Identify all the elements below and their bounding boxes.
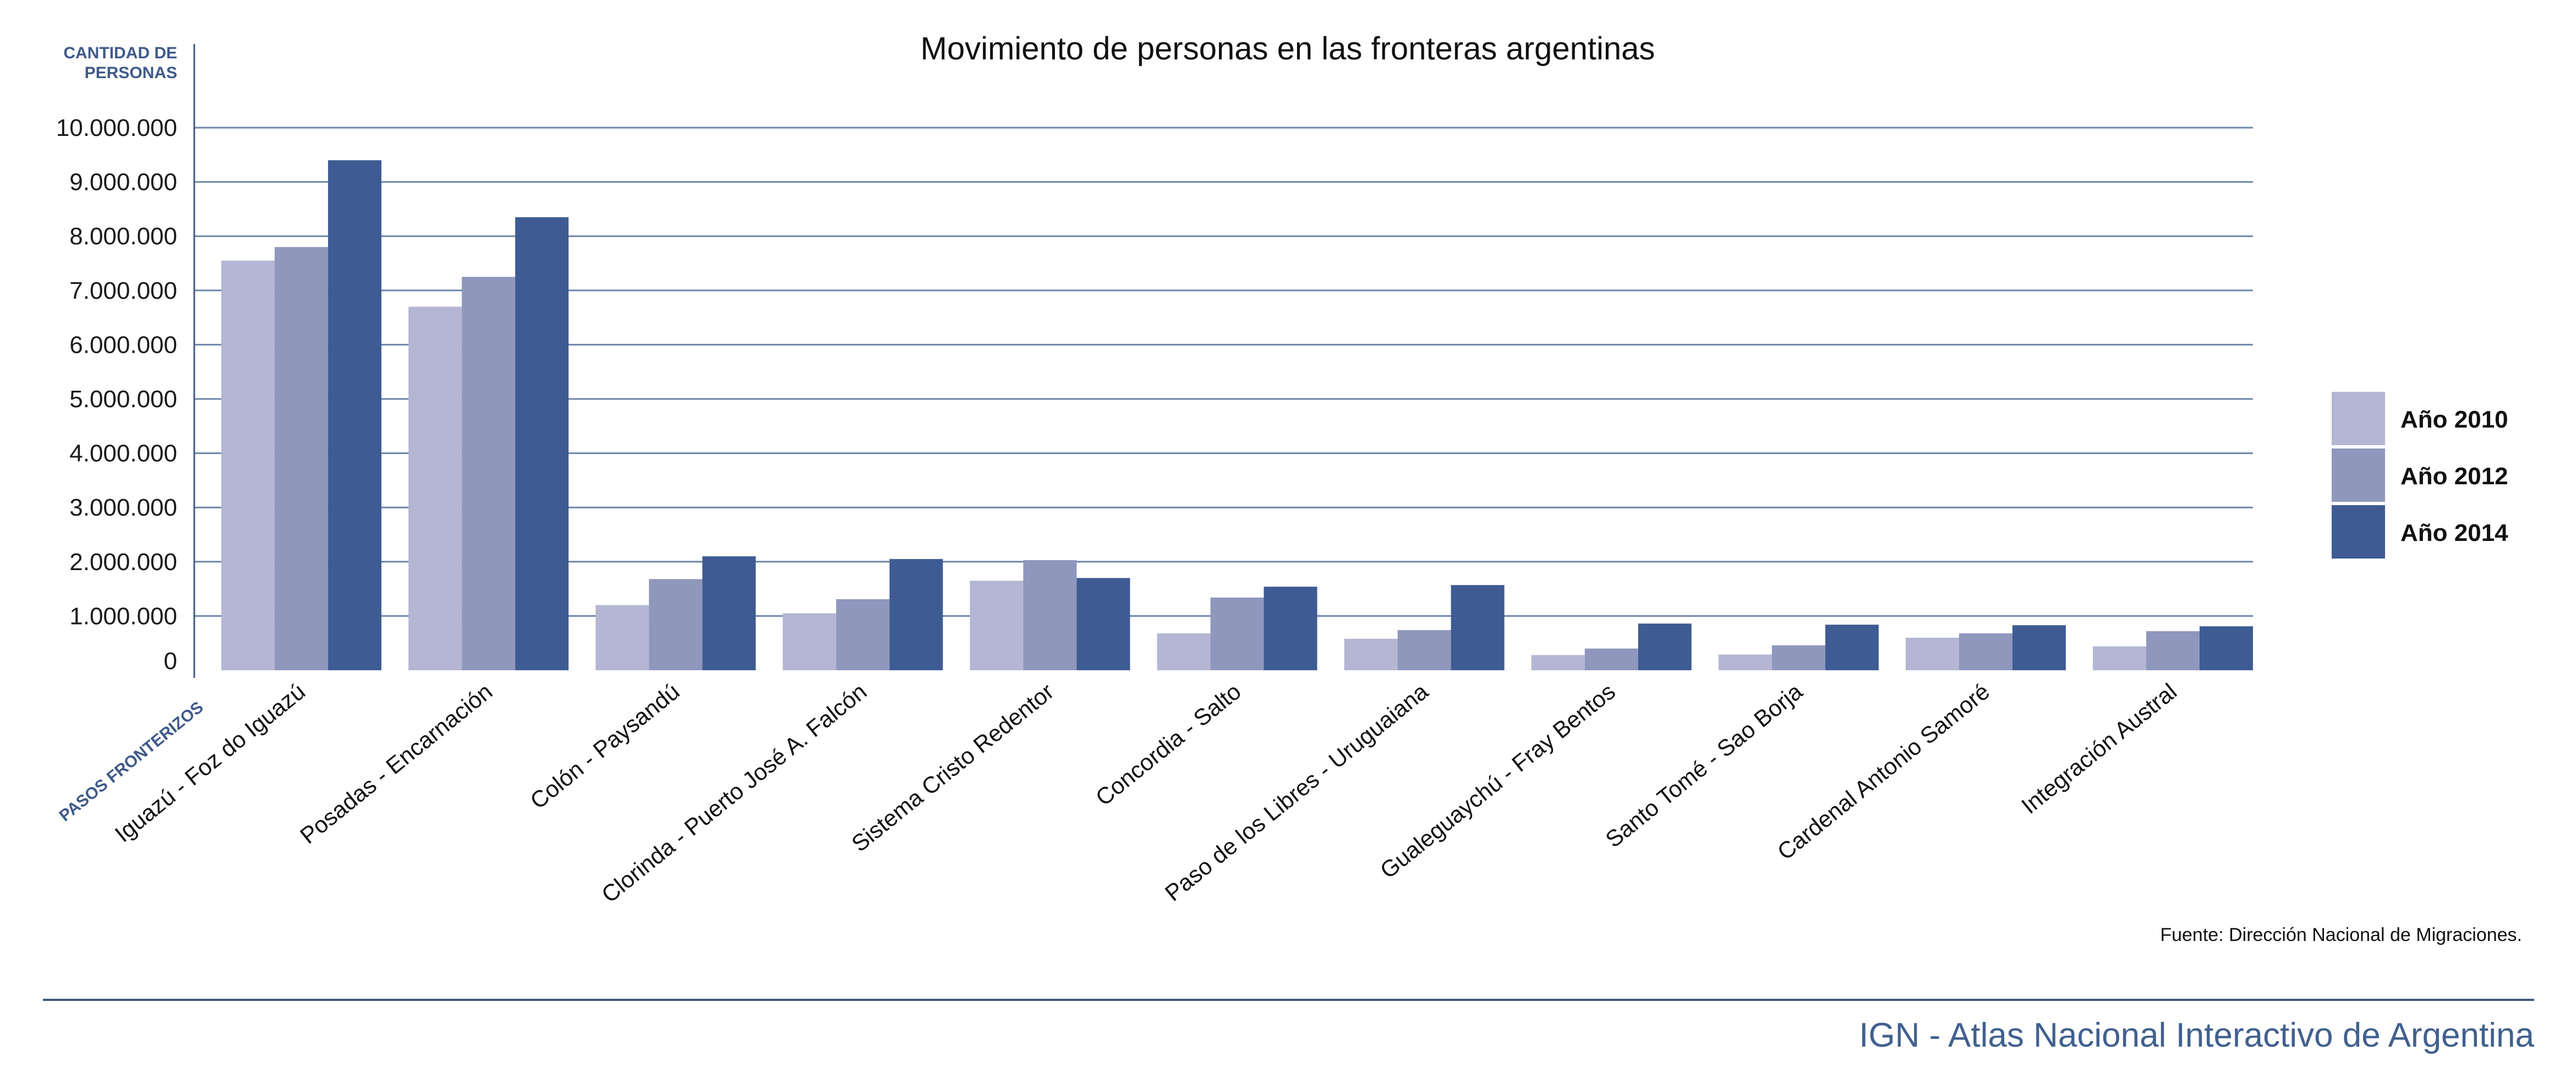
bar-2014 [1638, 623, 1692, 670]
bar-2014 [515, 217, 569, 670]
bars [221, 160, 2253, 670]
bar-2012 [2146, 631, 2200, 670]
bar-2012 [1210, 597, 1264, 670]
bar-2014 [889, 559, 943, 670]
y-tick-label: 10.000.000 [56, 114, 177, 141]
bar-2012 [836, 599, 890, 670]
y-tick-label: 7.000.000 [69, 277, 177, 304]
y-tick-label: 9.000.000 [69, 169, 177, 196]
x-tick-label: Santo Tomé - Sao Borja [1600, 678, 1807, 852]
y-tick-label: 1.000.000 [69, 603, 177, 630]
legend-label: Año 2010 [2400, 406, 2508, 433]
bar-2010 [221, 260, 275, 670]
bar-2010 [970, 581, 1024, 670]
y-axis-label-line-1: CANTIDAD DE [63, 44, 177, 62]
legend-swatch [2332, 392, 2385, 445]
x-tick-label: Sistema Cristo Redentor [846, 678, 1058, 856]
legend-swatch [2332, 448, 2385, 502]
bar-2014 [1076, 578, 1130, 670]
y-tick-label: 2.000.000 [69, 549, 177, 576]
bar-2010 [783, 613, 836, 670]
legend-label: Año 2012 [2400, 463, 2508, 490]
x-tick-label: Cardenal Antonio Samoré [1773, 678, 1994, 864]
bar-2014 [2200, 626, 2253, 670]
bar-2014 [702, 556, 756, 670]
bar-2012 [1023, 560, 1077, 670]
x-tick-label: Colón - Paysandú [525, 678, 684, 814]
bar-2014 [1825, 625, 1879, 670]
bar-2014 [2012, 625, 2066, 670]
y-tick-label: 8.000.000 [69, 223, 177, 250]
chart-title: Movimiento de personas en las fronteras … [921, 31, 1655, 67]
bar-2012 [1397, 630, 1451, 670]
y-axis-label-line-2: PERSONAS [85, 64, 177, 82]
bar-2012 [1771, 645, 1825, 670]
bar-2010 [595, 605, 649, 670]
x-tick-label: Posadas - Encarnación [295, 678, 497, 849]
bar-2010 [1344, 638, 1398, 670]
legend-label: Año 2014 [2400, 519, 2508, 546]
legend: Año 2010 Año 2012 Año 2014 [2332, 392, 2508, 559]
source-note: Fuente: Dirección Nacional de Migracione… [2160, 924, 2522, 945]
bar-2010 [1718, 654, 1772, 670]
bar-2010 [1531, 655, 1585, 670]
bar-2014 [1264, 587, 1317, 670]
y-tick-label: 0 [164, 648, 177, 675]
bar-2010 [2093, 646, 2146, 670]
y-tick-label: 3.000.000 [69, 494, 177, 521]
y-tick-label: 4.000.000 [69, 440, 177, 467]
bar-2012 [649, 579, 703, 670]
bar-2010 [1905, 637, 1959, 670]
x-tick-label: Integración Austral [2016, 678, 2181, 818]
bar-2012 [462, 277, 516, 670]
footer-title: IGN - Atlas Nacional Interactivo de Arge… [1859, 1016, 2534, 1054]
x-axis-label: PASOS FRONTERIZOS [56, 698, 207, 825]
bar-2012 [275, 247, 329, 670]
bar-2014 [328, 160, 382, 670]
legend-swatch [2332, 505, 2385, 559]
x-tick-label: Concordia - Salto [1091, 678, 1246, 811]
y-tick-label: 5.000.000 [69, 386, 177, 413]
bar-2010 [1157, 633, 1211, 670]
bar-2010 [408, 307, 462, 670]
y-tick-label: 6.000.000 [69, 331, 177, 358]
y-tick-labels: 0 1.000.000 2.000.000 3.000.000 4.000.000 5.0… [56, 114, 177, 675]
bar-2012 [1959, 633, 2012, 670]
bar-2012 [1584, 648, 1638, 670]
bar-2014 [1451, 585, 1505, 670]
